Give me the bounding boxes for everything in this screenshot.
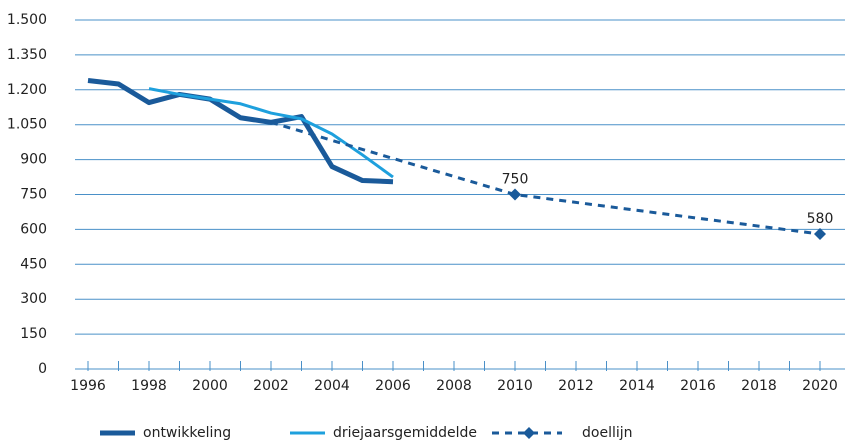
x-tick-label: 2008 (436, 378, 472, 394)
y-tick-label: 450 (20, 256, 47, 272)
x-tick-label: 1998 (131, 378, 167, 394)
x-tick-label: 2020 (802, 378, 838, 394)
y-tick-label: 600 (20, 221, 47, 237)
x-tick-label: 2012 (558, 378, 594, 394)
x-tick-label: 2014 (619, 378, 655, 394)
series-line (87, 78, 394, 185)
y-tick-label: 1.050 (7, 117, 47, 133)
y-tick-label: 900 (20, 152, 47, 168)
y-tick-label: 1.500 (7, 12, 47, 28)
legend-label: doellijn (582, 425, 633, 441)
legend-marker (523, 427, 535, 439)
y-tick-label: 1.350 (7, 47, 47, 63)
y-tick-label: 750 (20, 187, 47, 203)
series-line (148, 87, 394, 179)
legend-label: ontwikkeling (143, 425, 231, 441)
y-tick-label: 300 (20, 291, 47, 307)
x-tick-label: 2010 (497, 378, 533, 394)
data-label: 580 (807, 211, 834, 227)
x-tick-label: 2004 (314, 378, 350, 394)
y-tick-label: 1.200 (7, 82, 47, 98)
x-tick-label: 2018 (741, 378, 777, 394)
x-tick-label: 2006 (375, 378, 411, 394)
y-tick-label: 0 (38, 361, 47, 377)
point-marker (814, 228, 826, 241)
x-tick-label: 2002 (253, 378, 289, 394)
x-tick-label: 1996 (70, 378, 106, 394)
x-tick-label: 2016 (680, 378, 716, 394)
x-tick-label: 2000 (192, 378, 228, 394)
series-line (270, 120, 821, 236)
y-tick-label: 150 (20, 326, 47, 342)
point-marker (509, 188, 521, 201)
legend-label: driejaarsgemiddelde (333, 425, 477, 441)
data-label: 750 (502, 172, 529, 188)
